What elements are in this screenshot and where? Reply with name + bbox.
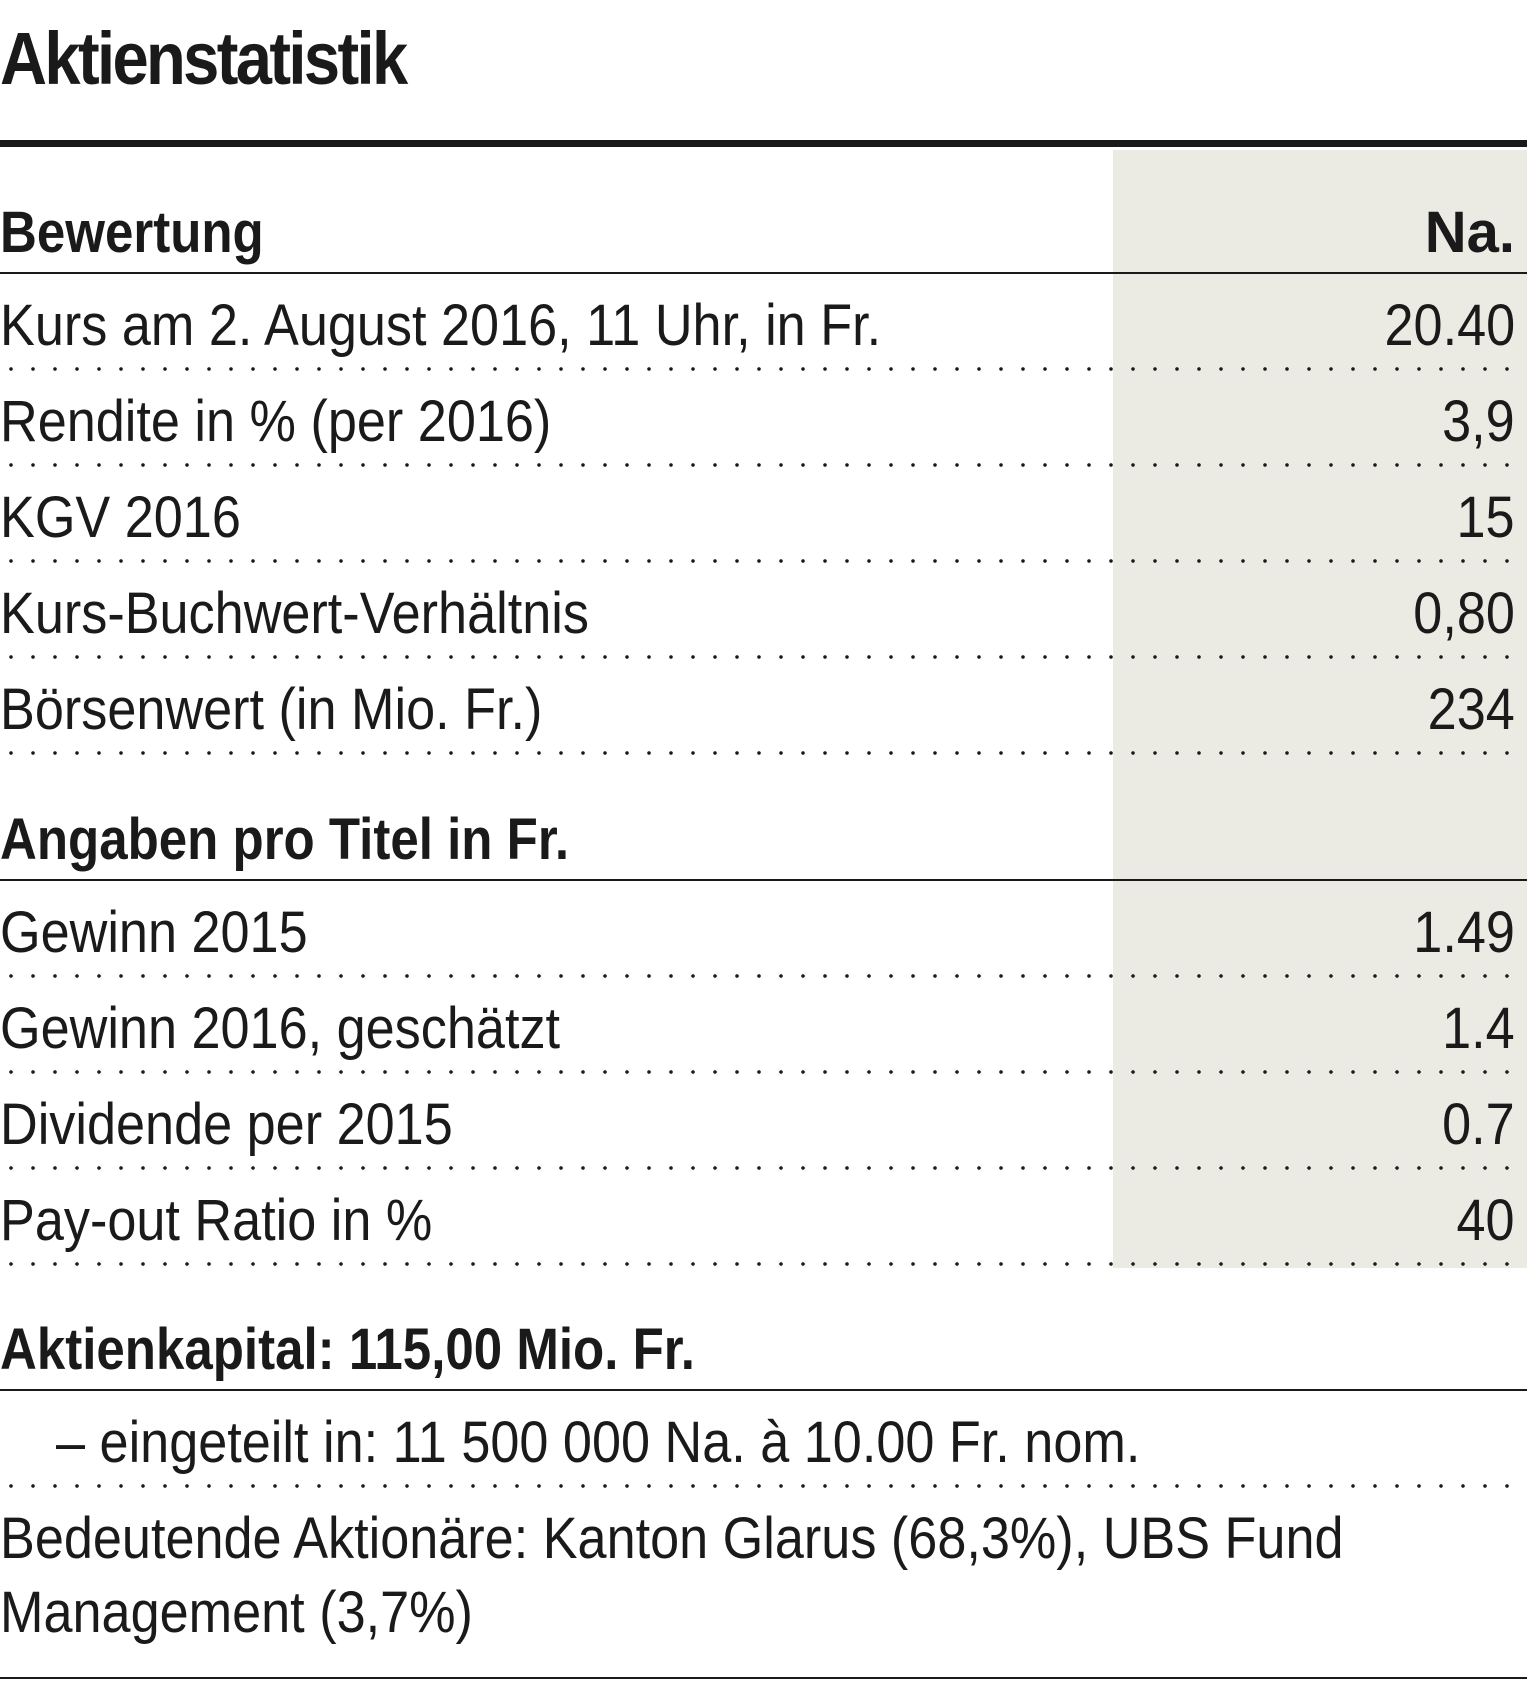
- capital-subdivision-row: – eingeteilt in: 11 500 000 Na. à 10.00 …: [0, 1392, 1527, 1488]
- dotted-separator: [0, 974, 1527, 978]
- section-heading: Angaben pro Titel in Fr.: [0, 807, 570, 872]
- section-header-bewertung: Bewertung Na.: [0, 204, 1527, 274]
- row-label: Dividende per 2015: [0, 1092, 453, 1157]
- row-label: Börsenwert (in Mio. Fr.): [0, 677, 543, 742]
- row-label: Gewinn 2015: [0, 900, 308, 965]
- row-value: 1.49: [1413, 900, 1515, 965]
- bottom-rule: [0, 1677, 1527, 1679]
- dotted-separator: [0, 367, 1527, 371]
- dotted-separator: [0, 463, 1527, 467]
- row-label: Gewinn 2016, geschätzt: [0, 996, 561, 1061]
- table-row: Pay-out Ratio in % 40: [0, 1170, 1527, 1266]
- row-value: 1.4: [1442, 996, 1515, 1061]
- row-value: 3,9: [1442, 389, 1515, 454]
- capital-rows: – eingeteilt in: 11 500 000 Na. à 10.00 …: [0, 1392, 1527, 1488]
- section-rule: [0, 1389, 1527, 1391]
- section-header-aktienkapital: Aktienkapital: 115,00 Mio. Fr.: [0, 1321, 1527, 1391]
- dotted-separator: [0, 559, 1527, 563]
- row-value: 0,80: [1413, 581, 1515, 646]
- value-column-shading: [1113, 150, 1527, 1268]
- dotted-separator: [0, 655, 1527, 659]
- dotted-separator: [0, 1484, 1527, 1488]
- table-row: Börsenwert (in Mio. Fr.) 234: [0, 659, 1527, 755]
- row-value: 40: [1456, 1188, 1515, 1253]
- dotted-separator: [0, 1262, 1527, 1266]
- section-rule: [0, 879, 1527, 881]
- row-value: 234: [1427, 677, 1515, 742]
- page-title: Aktienstatistik: [0, 17, 408, 100]
- table-row: KGV 2016 15: [0, 467, 1527, 563]
- dotted-separator: [0, 1166, 1527, 1170]
- section-heading: Bewertung: [0, 200, 264, 265]
- row-value: 20.40: [1384, 293, 1515, 358]
- row-label: Rendite in % (per 2016): [0, 389, 552, 454]
- dotted-separator: [0, 1070, 1527, 1074]
- table-row: Kurs am 2. August 2016, 11 Uhr, in Fr. 2…: [0, 275, 1527, 371]
- table-row: Rendite in % (per 2016) 3,9: [0, 371, 1527, 467]
- angaben-rows: Gewinn 2015 1.49 Gewinn 2016, geschätzt …: [0, 882, 1527, 1266]
- table-row: Gewinn 2016, geschätzt 1.4: [0, 978, 1527, 1074]
- row-value: 15: [1456, 485, 1515, 550]
- row-label: Pay-out Ratio in %: [0, 1188, 433, 1253]
- dotted-separator: [0, 751, 1527, 755]
- bewertung-rows: Kurs am 2. August 2016, 11 Uhr, in Fr. 2…: [0, 275, 1527, 755]
- capital-subdivision: – eingeteilt in: 11 500 000 Na. à 10.00 …: [56, 1410, 1141, 1475]
- row-value: 0.7: [1442, 1092, 1515, 1157]
- row-label: KGV 2016: [0, 485, 241, 550]
- shareholders-line-2: Management (3,7%): [0, 1580, 473, 1645]
- column-header: Na.: [1424, 200, 1515, 265]
- shareholders-line-1: Bedeutende Aktionäre: Kanton Glarus (68,…: [0, 1506, 1344, 1571]
- table-row: Kurs-Buchwert-Verhältnis 0,80: [0, 563, 1527, 659]
- section-rule: [0, 272, 1527, 274]
- title-rule: [0, 140, 1527, 147]
- row-label: Kurs am 2. August 2016, 11 Uhr, in Fr.: [0, 293, 882, 358]
- table-row: Dividende per 2015 0.7: [0, 1074, 1527, 1170]
- table-row: Gewinn 2015 1.49: [0, 882, 1527, 978]
- row-label: Kurs-Buchwert-Verhältnis: [0, 581, 589, 646]
- capital-heading: Aktienkapital: 115,00 Mio. Fr.: [0, 1317, 695, 1382]
- section-header-angaben: Angaben pro Titel in Fr.: [0, 811, 1527, 881]
